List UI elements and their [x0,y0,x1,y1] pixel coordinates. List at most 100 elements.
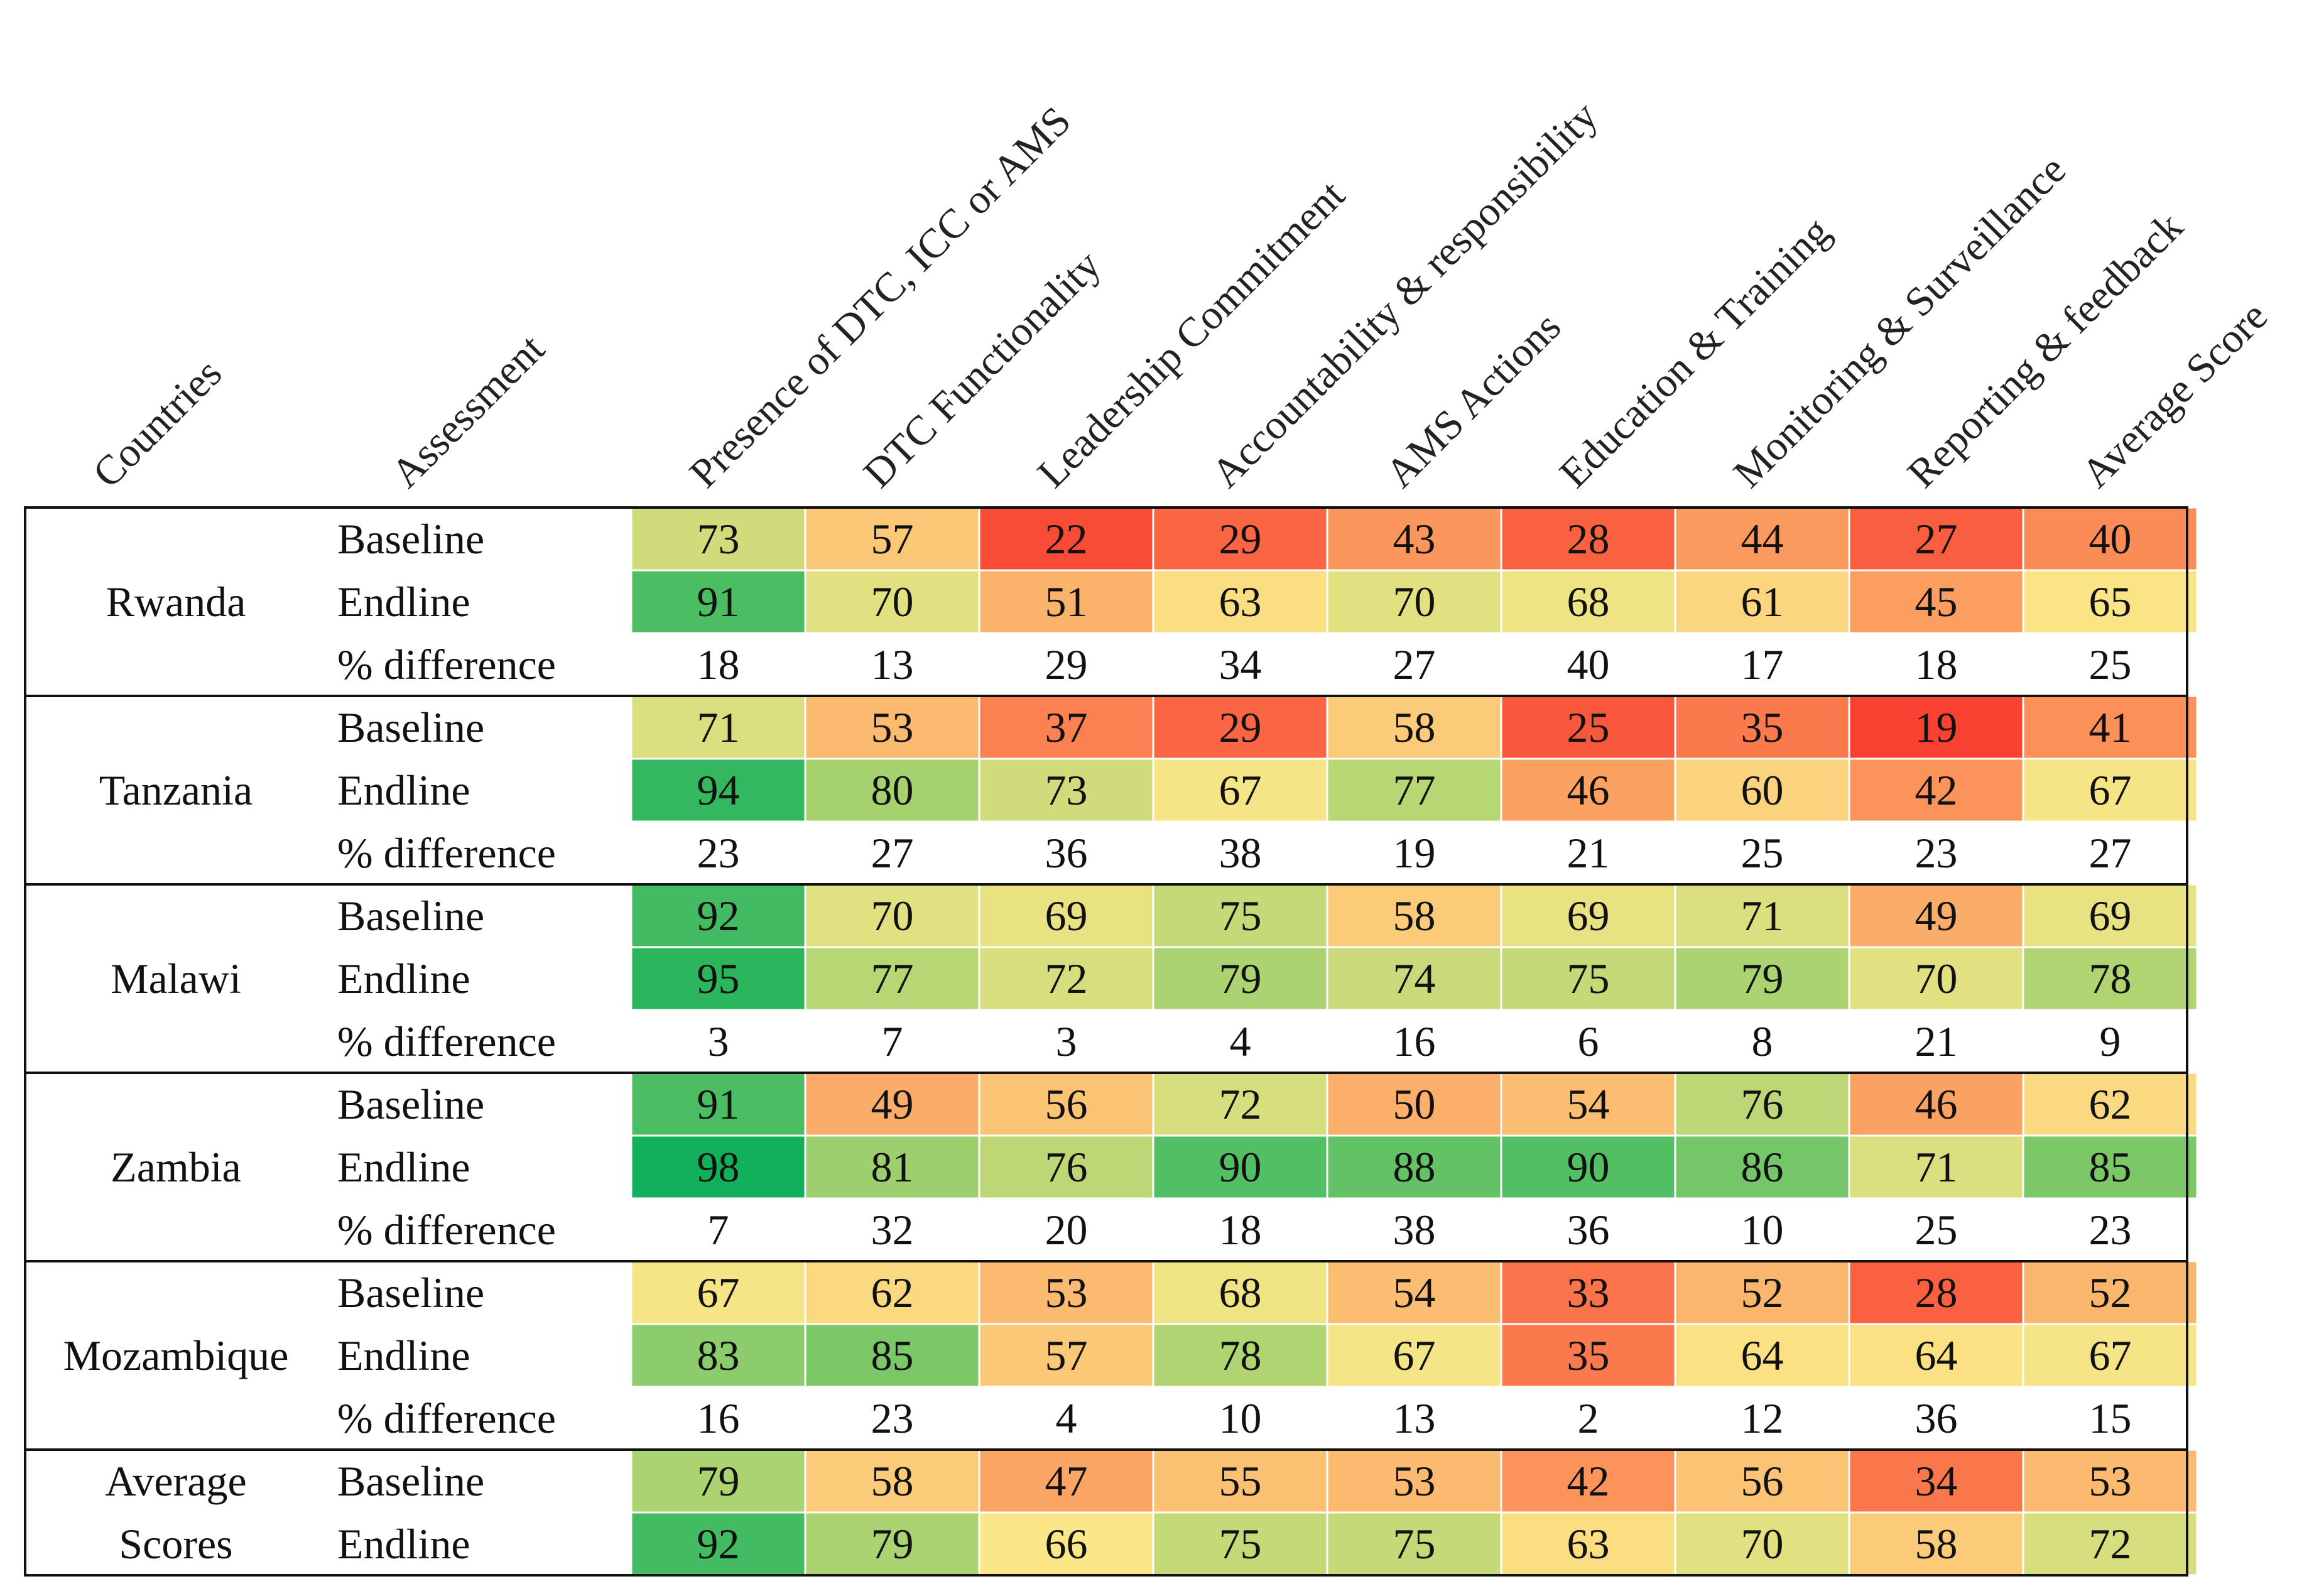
cell-value: 7 [708,1206,729,1254]
column-header-countries: Countries [84,350,231,497]
cell-value: 19 [1915,703,1958,751]
difference-cell [1849,822,2023,884]
cell-value: 70 [871,578,914,626]
cell-value: 34 [1915,1457,1958,1505]
cell-value: 70 [1915,955,1958,1002]
cell-value: 58 [1915,1520,1958,1568]
assessment-label: % difference [337,641,556,688]
cell-value: 79 [697,1457,740,1505]
cell-value: 70 [871,892,914,940]
assessment-label: % difference [337,1206,556,1254]
difference-cell [1849,633,2023,696]
cell-value: 36 [1915,1394,1958,1442]
heatmap-cell [1848,1260,2024,1325]
cell-value: 56 [1741,1457,1784,1505]
difference-cell [1849,1387,2023,1450]
cell-value: 67 [1219,766,1262,814]
cell-value: 42 [1915,766,1958,814]
cell-value: 78 [2089,955,2132,1002]
cell-value: 38 [1393,1206,1436,1254]
cell-value: 7 [882,1018,903,1065]
cell-value: 25 [2089,641,2132,688]
country-label: Tanzania [99,766,253,814]
cell-value: 38 [1219,829,1262,877]
cell-value: 15 [2089,1394,2132,1442]
cell-value: 67 [2089,1332,2132,1379]
heatmap-cell [1674,1260,1850,1325]
cell-value: 12 [1741,1394,1784,1442]
cell-value: 86 [1741,1143,1784,1191]
cell-value: 23 [871,1394,914,1442]
cell-value: 79 [1741,955,1784,1002]
cell-value: 62 [871,1269,914,1316]
difference-cell [631,822,805,884]
cell-value: 18 [1915,641,1958,688]
column-header: AMS Actions [1377,304,1570,497]
cell-value: 4 [1230,1018,1251,1065]
cell-value: 85 [871,1332,914,1379]
cell-value: 49 [1915,892,1958,940]
cell-value: 46 [1915,1080,1958,1128]
country-label: Average [105,1457,246,1505]
heatmap-cell [804,1260,980,1325]
cell-value: 70 [1741,1520,1784,1568]
difference-cell [1675,633,1849,696]
cell-value: 27 [1915,515,1958,563]
difference-cell [1501,1387,1675,1450]
heatmap-cell [1500,506,1676,572]
assessment-label: Endline [337,578,470,626]
heatmap-cell [2022,1323,2198,1388]
cell-value: 67 [697,1269,740,1316]
difference-cell [979,1387,1153,1450]
heatmap-cell [978,883,1154,948]
cell-value: 90 [1567,1143,1610,1191]
cell-value: 28 [1567,515,1610,563]
heatmap-cell [1848,1072,2024,1137]
country-label: Mozambique [63,1332,289,1379]
cell-value: 2 [1578,1394,1599,1442]
cell-value: 62 [2089,1080,2132,1128]
cell-value: 25 [1567,703,1610,751]
cell-value: 77 [871,955,914,1002]
cell-value: 27 [871,829,914,877]
cell-value: 76 [1741,1080,1784,1128]
heatmap-cell [630,1134,806,1200]
heatmap-cell [1152,695,1328,760]
difference-cell [1327,1198,1501,1261]
difference-cell [979,822,1153,884]
cell-value: 69 [1045,892,1088,940]
difference-cell [1153,1387,1327,1450]
heatmap-cell [978,695,1154,760]
cell-value: 29 [1219,515,1262,563]
heatmap-cell [630,569,806,634]
cell-value: 71 [1915,1143,1958,1191]
heatmap-cell [804,883,980,948]
cell-value: 10 [1219,1394,1262,1442]
cell-value: 83 [697,1332,740,1379]
cell-value: 16 [697,1394,740,1442]
cell-value: 94 [697,766,740,814]
assessment-label: Baseline [337,1080,484,1128]
heatmap-cell [1674,883,1850,948]
heatmap-cell [1674,1448,1850,1514]
cell-value: 61 [1741,578,1784,626]
heatmap-cell [1326,1511,1502,1577]
assessment-label: Endline [337,955,470,1002]
cell-value: 41 [2089,703,2132,751]
cell-value: 8 [1752,1018,1773,1065]
heatmap-cell [1500,946,1676,1011]
heatmap-cell [1326,883,1502,948]
cell-value: 70 [1393,578,1436,626]
cell-value: 80 [871,766,914,814]
difference-cell [1501,1010,1675,1073]
difference-cell [1675,822,1849,884]
cell-value: 71 [1741,892,1784,940]
cell-value: 29 [1045,641,1088,688]
heatmap-cell [630,1511,806,1577]
difference-cell [805,1010,979,1073]
assessment-label: Baseline [337,1269,484,1316]
heatmap-cell [1674,946,1850,1011]
heatmap-cell [978,757,1154,823]
cell-value: 50 [1393,1080,1436,1128]
cell-value: 98 [697,1143,740,1191]
